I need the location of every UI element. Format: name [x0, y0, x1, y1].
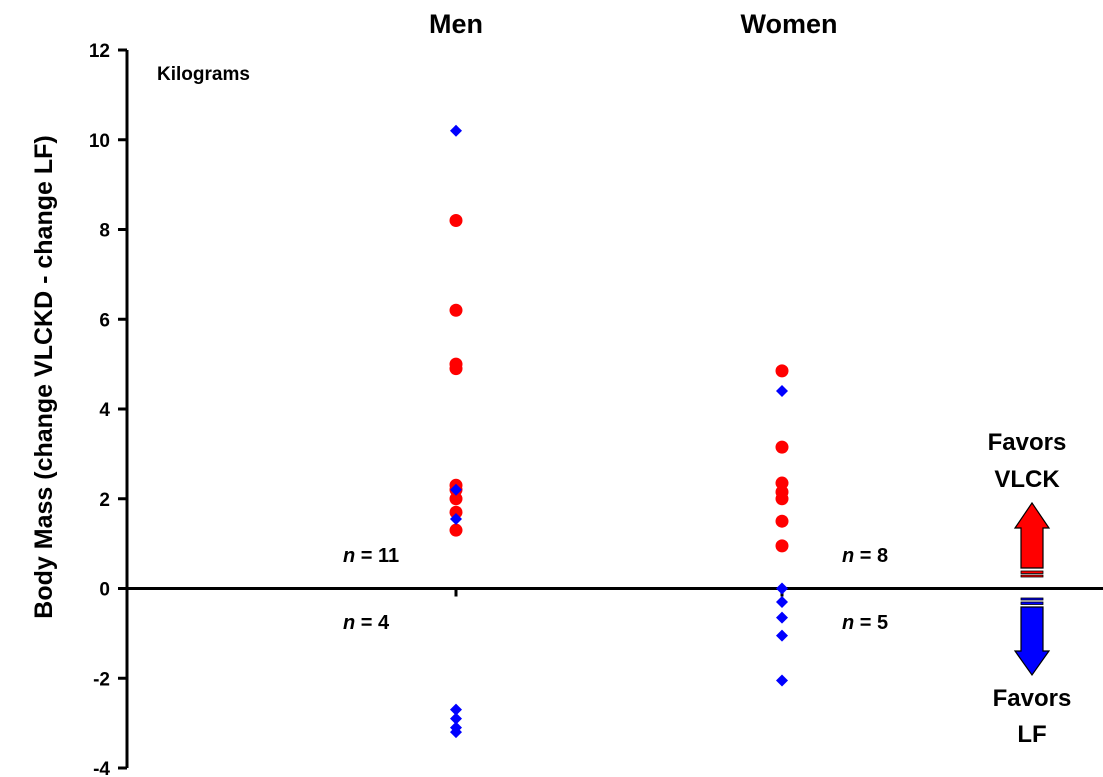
data-point-circle: [775, 440, 789, 454]
data-point-circle: [449, 523, 463, 537]
y-tick-label: 10: [89, 131, 110, 152]
y-axis: -4 -2 0 2 4 6 8 10 12: [89, 41, 1103, 777]
n-equals: =: [854, 545, 877, 567]
data-point-circle: [775, 514, 789, 528]
data-point-circle: [449, 492, 463, 506]
group-label-women: Women: [740, 9, 837, 39]
n-symbol: n: [343, 545, 355, 567]
data-point-circle: [775, 492, 789, 506]
data-point-diamond: [450, 703, 462, 716]
n-equals: =: [854, 612, 877, 634]
data-point-diamond: [776, 629, 788, 642]
n-equals: =: [355, 545, 378, 567]
favors-down-line1: Favors: [993, 685, 1072, 712]
favors-up-line1: Favors: [988, 429, 1067, 456]
favors-up-line2: VLCK: [994, 466, 1060, 493]
arrow-down-stripe: [1020, 597, 1044, 601]
n-symbol: n: [842, 612, 854, 634]
data-point-circle: [449, 303, 463, 317]
y-tick-label: 4: [99, 400, 110, 421]
men-above-value: 11: [378, 545, 399, 567]
data-point-diamond: [776, 582, 788, 595]
men-count-below: n = 4: [343, 612, 390, 634]
group-label-men: Men: [429, 9, 483, 39]
data-point-circle: [449, 362, 463, 376]
y-tick-label: -2: [93, 669, 110, 690]
women-count-below: n = 5: [842, 612, 888, 634]
y-tick-label: 6: [99, 310, 110, 331]
arrow-up-body: [1013, 501, 1051, 569]
n-symbol: n: [842, 545, 854, 567]
n-symbol: n: [343, 612, 355, 634]
data-point-diamond: [450, 712, 462, 725]
favors-vlck-arrow-icon: [1013, 501, 1051, 578]
unit-label: Kilograms: [157, 64, 250, 85]
data-point-circle: [449, 505, 463, 519]
data-point-diamond: [776, 611, 788, 624]
data-point-circle: [775, 476, 789, 490]
data-point-diamond: [776, 595, 788, 608]
y-tick-label: -4: [93, 759, 110, 777]
women-count-above: n = 8: [842, 545, 888, 567]
data-point-diamond: [450, 483, 462, 496]
data-point-diamond: [450, 124, 462, 137]
data-point-circle: [775, 364, 789, 378]
data-points: [449, 124, 789, 739]
favors-lf-arrow-icon: [1013, 597, 1051, 677]
arrow-up-stripe: [1020, 574, 1044, 578]
y-tick-label: 12: [89, 41, 110, 62]
y-tick-label: 0: [99, 580, 110, 601]
women-above-value: 8: [877, 545, 888, 567]
y-axis-title: Body Mass (change VLCKD - change LF): [30, 135, 58, 618]
data-point-diamond: [450, 726, 462, 739]
men-count-above: n = 11: [343, 545, 399, 567]
data-point-diamond: [450, 512, 462, 525]
arrow-down-stripe: [1020, 601, 1044, 605]
women-below-value: 5: [877, 612, 888, 634]
data-point-diamond: [776, 385, 788, 398]
arrow-down-body: [1013, 606, 1051, 677]
n-equals: =: [355, 612, 378, 634]
y-tick-label: 8: [99, 221, 110, 242]
men-below-value: 4: [378, 612, 390, 634]
data-point-diamond: [776, 674, 788, 687]
favors-down-line2: LF: [1017, 721, 1046, 748]
data-point-circle: [775, 539, 789, 553]
arrow-up-stripe: [1020, 570, 1044, 574]
y-tick-label: 2: [99, 490, 110, 511]
data-point-circle: [449, 214, 463, 228]
